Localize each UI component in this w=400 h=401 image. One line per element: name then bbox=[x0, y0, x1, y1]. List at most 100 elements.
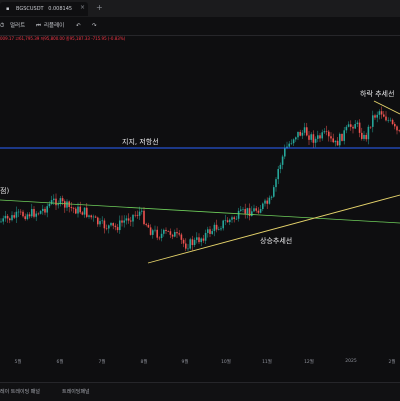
candle-body bbox=[125, 218, 128, 221]
tab-bar: ▪ BGSCUSDT 0.008145 × + bbox=[0, 0, 400, 18]
candle-body bbox=[334, 140, 337, 143]
candle-body bbox=[22, 211, 24, 217]
candle-body bbox=[196, 237, 198, 240]
candle-body bbox=[376, 114, 378, 118]
price-chart[interactable] bbox=[0, 40, 400, 370]
candle-body bbox=[314, 138, 317, 143]
candle-body bbox=[66, 201, 68, 208]
candle-body bbox=[15, 211, 18, 218]
replay-trading-panel-tab[interactable]: 레이 트레이딩 패널 bbox=[0, 389, 40, 395]
candle-body bbox=[200, 238, 202, 243]
candle-body bbox=[303, 127, 306, 133]
candle-body bbox=[185, 243, 187, 249]
candle-body bbox=[255, 208, 257, 211]
candle-body bbox=[53, 198, 55, 201]
candle-body bbox=[160, 233, 163, 239]
candle-body bbox=[42, 208, 44, 212]
candle-body bbox=[253, 208, 255, 212]
candle-body bbox=[286, 146, 288, 149]
trading-panel-tab[interactable]: 트레이딩패널 bbox=[62, 389, 90, 395]
time-axis[interactable]: 5월 6월 7월 8월 9월 10월 11월 12월 2025 2월 bbox=[0, 354, 400, 370]
candle-body bbox=[352, 126, 354, 129]
candle-body bbox=[187, 248, 189, 250]
candle-body bbox=[158, 237, 161, 239]
candle-body bbox=[193, 239, 196, 246]
candle-body bbox=[244, 209, 246, 214]
candle-body bbox=[110, 223, 112, 226]
candle-body bbox=[268, 197, 271, 204]
candle-body bbox=[290, 143, 293, 144]
candle-body bbox=[59, 198, 62, 205]
alert-button[interactable]: 얼러트 bbox=[10, 23, 26, 29]
candle-body bbox=[279, 164, 282, 170]
candle-body bbox=[380, 111, 383, 115]
candle-body bbox=[6, 215, 9, 219]
candle-body bbox=[347, 124, 350, 127]
candle-body bbox=[354, 124, 356, 129]
candle-body bbox=[61, 198, 64, 202]
time-tick: 6월 bbox=[56, 360, 64, 365]
candle-body bbox=[86, 207, 88, 217]
candle-body bbox=[266, 200, 268, 204]
candle-body bbox=[37, 213, 40, 215]
candle-body bbox=[108, 225, 110, 229]
candle-body bbox=[391, 119, 394, 124]
candle-body bbox=[262, 203, 264, 210]
left-annotation-label: 점) bbox=[0, 187, 10, 195]
candle-body bbox=[213, 224, 216, 232]
candle-body bbox=[167, 231, 169, 232]
candle-body bbox=[57, 204, 59, 206]
candle-body bbox=[64, 201, 66, 208]
candle-body bbox=[270, 196, 273, 198]
candle-body bbox=[156, 229, 158, 238]
candle-body bbox=[141, 210, 143, 212]
candle-body bbox=[174, 232, 176, 237]
candle-body bbox=[387, 119, 389, 121]
candle-body bbox=[79, 206, 81, 213]
candle-body bbox=[112, 223, 114, 226]
bottom-panel-bar: 레이 트레이딩 패널 트레이딩패널 bbox=[0, 382, 400, 401]
candle-body bbox=[339, 133, 341, 146]
candle-body bbox=[99, 221, 101, 225]
time-tick: 2025 bbox=[345, 359, 357, 364]
candle-body bbox=[149, 227, 152, 235]
candle-body bbox=[182, 239, 185, 244]
candle-body bbox=[251, 211, 253, 217]
redo-icon[interactable]: ↷ bbox=[92, 23, 97, 29]
candle-body bbox=[24, 216, 26, 220]
tab-menu-icon: ▪ bbox=[6, 6, 10, 12]
time-tick: 8월 bbox=[140, 360, 148, 365]
candle-body bbox=[222, 220, 224, 229]
candle-body bbox=[394, 123, 396, 127]
candle-body bbox=[275, 179, 277, 188]
candle-body bbox=[72, 207, 75, 209]
time-tick: 12월 bbox=[304, 360, 314, 365]
undo-icon[interactable]: ↶ bbox=[76, 23, 81, 29]
support-resistance-label: 지지, 저항선 bbox=[122, 138, 159, 146]
candle-body bbox=[97, 217, 99, 225]
replay-icon[interactable]: ⏮ bbox=[36, 23, 41, 29]
candle-body bbox=[4, 215, 7, 219]
candle-body bbox=[332, 138, 334, 143]
candle-body bbox=[372, 115, 374, 127]
chart-tab[interactable]: ▪ BGSCUSDT 0.008145 bbox=[0, 2, 88, 16]
candle-body bbox=[176, 232, 178, 234]
candle-body bbox=[312, 134, 315, 143]
candle-body bbox=[233, 217, 235, 220]
candle-body bbox=[323, 131, 326, 133]
tab-price: 0.008145 bbox=[48, 6, 73, 12]
candle-body bbox=[301, 132, 304, 136]
uptrend-label: 상승추세선 bbox=[260, 237, 293, 245]
replay-button[interactable]: 리플레이 bbox=[44, 23, 65, 29]
candle-body bbox=[319, 135, 321, 139]
new-tab-icon[interactable]: + bbox=[96, 3, 103, 12]
candle-body bbox=[123, 220, 125, 223]
candle-body bbox=[134, 214, 136, 216]
candle-body bbox=[363, 134, 365, 139]
candle-body bbox=[295, 137, 297, 140]
candle-body bbox=[237, 210, 240, 219]
candle-body bbox=[365, 134, 367, 140]
alert-clock-icon[interactable]: ⏱ bbox=[0, 23, 5, 29]
close-tab-icon[interactable]: × bbox=[80, 4, 86, 11]
candle-body bbox=[341, 133, 343, 141]
